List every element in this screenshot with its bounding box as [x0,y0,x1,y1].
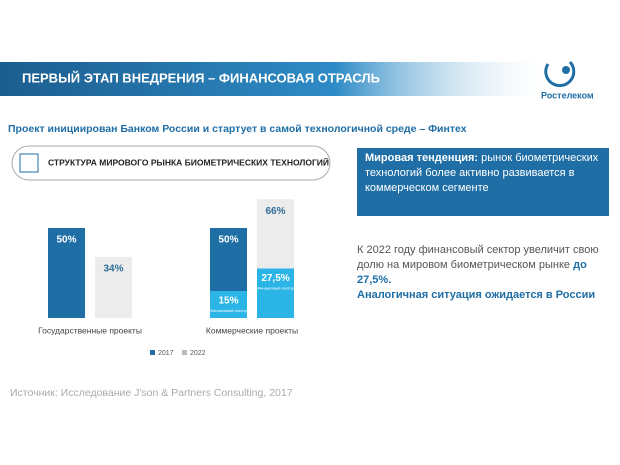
value-label: 34% [103,263,123,274]
legend-swatch [150,350,155,355]
value-label: 66% [265,206,285,217]
overlay-label: 27,5% [261,273,289,284]
overlay-name: Финансовый сектор [210,308,248,313]
logo-mark [544,60,576,88]
overlay-bar [257,268,294,318]
bar [95,256,132,318]
overlay-bar [210,291,247,318]
note-conclusion: Аналогичная ситуация ожидается в России [357,289,596,301]
category-label: Государственные проекты [38,325,142,335]
icon [19,153,39,173]
legend-swatch [182,350,187,355]
overlay-name: Финансовый сектор [257,286,295,291]
note-highlight: до 27,5%. [357,259,587,286]
trend-title: Мировая тенденция: [365,152,479,164]
subtitle: Проект инициирован Банком России и старт… [8,123,467,135]
legend-label: 2022 [190,350,206,357]
trend-text: рынок биометрических технологий более ак… [365,152,599,194]
source: Источник: Исследование J'son & Partners … [10,387,293,399]
legend-label: 2017 [158,350,174,357]
header-title: ПЕРВЫЙ ЭТАП ВНЕДРЕНИЯ – ФИНАНСОВАЯ ОТРАС… [22,70,380,85]
value-label: 50% [218,235,238,246]
note: К 2022 году финансовый сектор увеличит с… [357,243,612,303]
note-text: К 2022 году финансовый сектор увеличит с… [357,244,599,271]
chart-title-box [11,145,331,181]
value-label: 50% [56,235,76,246]
overlay-label: 15% [218,296,238,307]
header-band [0,62,560,96]
trend-box: Мировая тенденция: рынок биометрических … [357,148,609,216]
bar [48,228,85,318]
logo-text: Ростелеком [541,90,594,100]
category-label: Коммерческие проекты [206,325,298,335]
chart-title: СТРУКТУРА МИРОВОГО РЫНКА БИОМЕТРИЧЕСКИХ … [48,156,329,167]
logo-dot [562,66,570,74]
